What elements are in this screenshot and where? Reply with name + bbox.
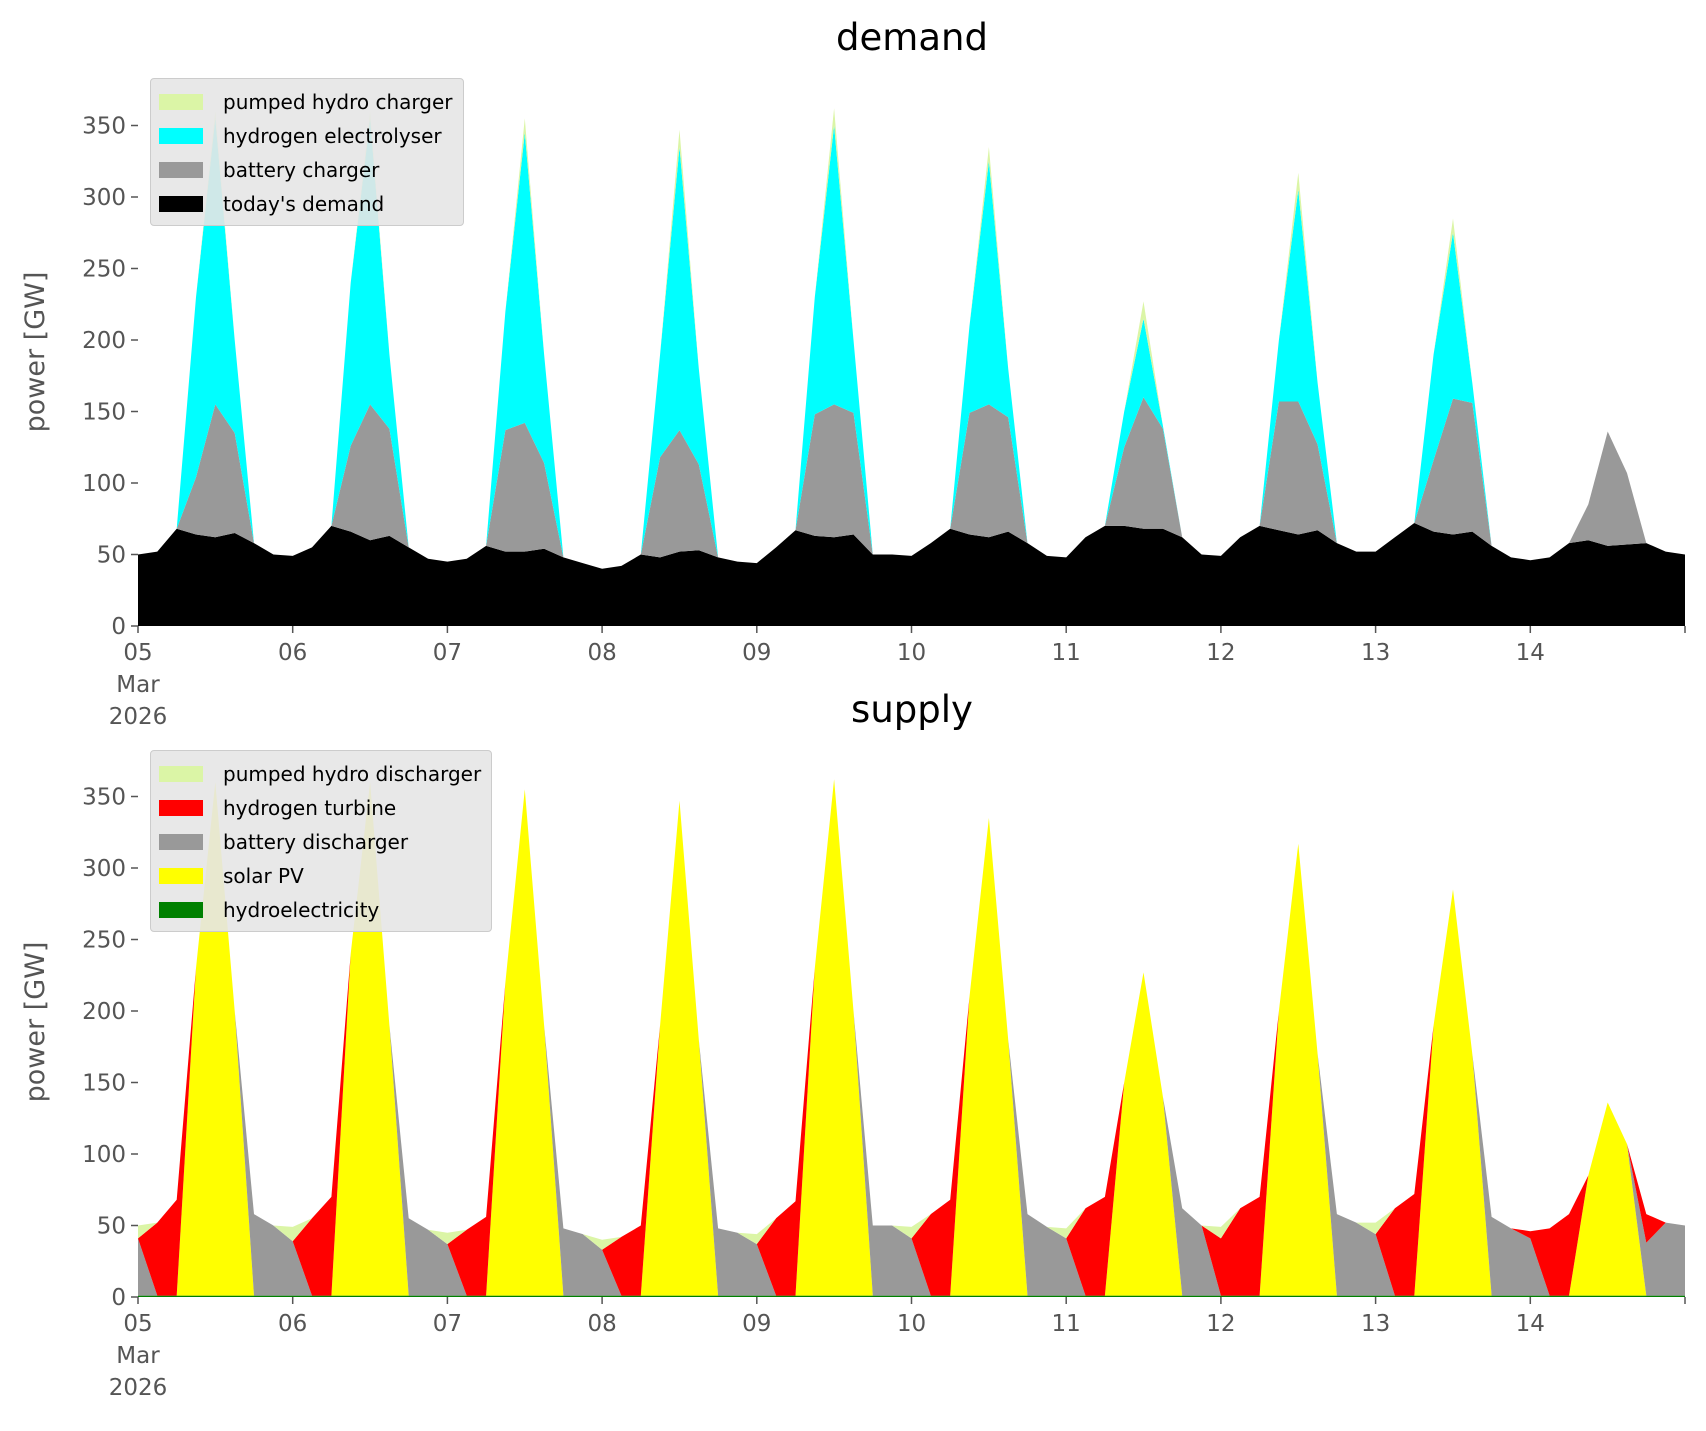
x-tick-label: 08 bbox=[587, 640, 616, 666]
y-tick-label: 300 bbox=[82, 185, 126, 211]
area-hydroelectricity bbox=[138, 1295, 1685, 1297]
legend-label: battery charger bbox=[223, 158, 380, 182]
y-tick-label: 150 bbox=[82, 400, 126, 426]
x-tick-label: 05 bbox=[123, 1311, 152, 1337]
x-tick-label: 09 bbox=[742, 640, 771, 666]
y-tick-label: 200 bbox=[82, 328, 126, 354]
y-tick-label: 250 bbox=[82, 257, 126, 283]
legend-label: solar PV bbox=[223, 864, 304, 888]
supply-legend: pumped hydro discharger hydrogen turbine b… bbox=[150, 750, 493, 932]
legend-swatch bbox=[159, 766, 203, 782]
x-tick-label: 14 bbox=[1516, 640, 1545, 666]
legend-label: hydrogen turbine bbox=[223, 796, 397, 820]
x-tick-label: 08 bbox=[587, 1311, 616, 1337]
demand-chart-title: demand bbox=[836, 16, 988, 59]
area-battery-charger bbox=[138, 397, 1685, 569]
legend-swatch bbox=[159, 902, 203, 918]
x-tick-label: Mar bbox=[116, 1343, 160, 1369]
x-tick-label: 10 bbox=[897, 1311, 926, 1337]
x-tick-label: 07 bbox=[433, 640, 462, 666]
legend-swatch bbox=[159, 162, 203, 178]
legend-label: pumped hydro charger bbox=[223, 90, 453, 114]
legend-swatch bbox=[159, 128, 203, 144]
legend-label: today's demand bbox=[223, 192, 385, 216]
x-tick-label: Mar bbox=[116, 672, 160, 698]
legend-item: pumped hydro charger bbox=[159, 85, 453, 119]
x-tick-label: 14 bbox=[1516, 1311, 1545, 1337]
x-tick-label: 07 bbox=[433, 1311, 462, 1337]
x-tick-label: 06 bbox=[278, 640, 307, 666]
demand-legend: pumped hydro charger hydrogen electrolyse… bbox=[150, 78, 464, 226]
x-tick-label: 09 bbox=[742, 1311, 771, 1337]
legend-swatch bbox=[159, 834, 203, 850]
x-tick-label: 06 bbox=[278, 1311, 307, 1337]
legend-item: today's demand bbox=[159, 187, 453, 221]
legend-item: solar PV bbox=[159, 859, 481, 893]
y-tick-label: 50 bbox=[97, 1214, 126, 1240]
legend-swatch bbox=[159, 800, 203, 816]
area-today-s-demand bbox=[138, 523, 1685, 626]
y-tick-label: 100 bbox=[82, 1142, 126, 1168]
x-tick-label: 12 bbox=[1206, 1311, 1235, 1337]
y-tick-label: 0 bbox=[111, 614, 126, 640]
x-tick-label: 2026 bbox=[109, 704, 168, 730]
y-tick-label: 350 bbox=[82, 114, 126, 140]
x-tick-label: 12 bbox=[1206, 640, 1235, 666]
legend-label: battery discharger bbox=[223, 830, 409, 854]
supply-chart-title: supply bbox=[851, 688, 973, 731]
x-tick-label: 10 bbox=[897, 640, 926, 666]
x-tick-label: 2026 bbox=[109, 1375, 168, 1401]
y-axis-label: power [GW] bbox=[20, 942, 51, 1103]
legend-item: hydroelectricity bbox=[159, 893, 481, 927]
legend-item: pumped hydro discharger bbox=[159, 757, 481, 791]
legend-swatch bbox=[159, 196, 203, 212]
x-tick-label: 05 bbox=[123, 640, 152, 666]
legend-item: battery charger bbox=[159, 153, 453, 187]
legend-item: battery discharger bbox=[159, 825, 481, 859]
y-tick-label: 250 bbox=[82, 928, 126, 954]
legend-item: hydrogen turbine bbox=[159, 791, 481, 825]
area-battery-discharger bbox=[138, 779, 1685, 1296]
y-tick-label: 200 bbox=[82, 999, 126, 1025]
legend-label: pumped hydro discharger bbox=[223, 762, 482, 786]
y-tick-label: 50 bbox=[97, 543, 126, 569]
x-tick-label: 13 bbox=[1361, 640, 1390, 666]
area-hydrogen-electrolyser bbox=[138, 118, 1685, 569]
legend-swatch bbox=[159, 868, 203, 884]
x-tick-label: 11 bbox=[1052, 640, 1081, 666]
legend-label: hydrogen electrolyser bbox=[223, 124, 442, 148]
y-tick-label: 150 bbox=[82, 1071, 126, 1097]
y-tick-label: 100 bbox=[82, 471, 126, 497]
legend-swatch bbox=[159, 94, 203, 110]
y-tick-label: 0 bbox=[111, 1285, 126, 1311]
x-tick-label: 13 bbox=[1361, 1311, 1390, 1337]
y-tick-label: 300 bbox=[82, 856, 126, 882]
y-axis-label: power [GW] bbox=[20, 272, 51, 433]
area-solar-pv bbox=[138, 779, 1685, 1296]
legend-label: hydroelectricity bbox=[223, 898, 380, 922]
x-tick-label: 11 bbox=[1052, 1311, 1081, 1337]
y-tick-label: 350 bbox=[82, 785, 126, 811]
legend-item: hydrogen electrolyser bbox=[159, 119, 453, 153]
